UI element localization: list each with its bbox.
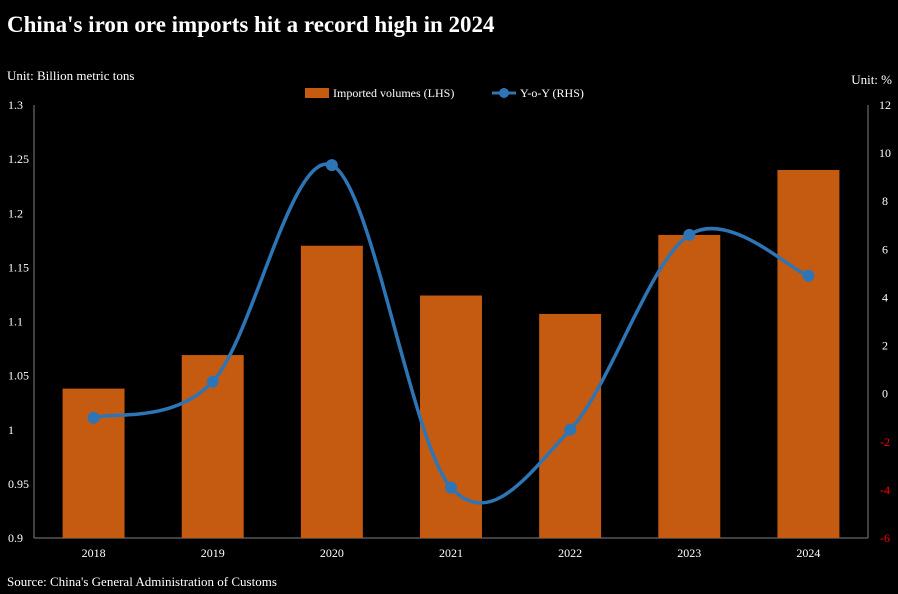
- bar: [658, 234, 721, 538]
- right-tick-label: -4: [880, 483, 890, 497]
- bar: [420, 295, 482, 538]
- left-tick-label: 1.2: [8, 206, 23, 220]
- x-tick-label: 2022: [558, 546, 582, 560]
- yoy-line: [93, 162, 810, 505]
- bar: [62, 388, 125, 538]
- right-tick-label: 10: [879, 146, 891, 160]
- left-axis-unit: Unit: Billion metric tons: [7, 68, 135, 83]
- yoy-point: [206, 375, 219, 388]
- right-tick-label: 0: [882, 387, 888, 401]
- source-note: Source: China's General Administration o…: [7, 574, 277, 589]
- left-tick-label: 0.95: [8, 477, 29, 491]
- right-tick-label: 4: [882, 290, 888, 304]
- yoy-point: [445, 481, 457, 494]
- yoy-point: [802, 269, 815, 282]
- chart-title: China's iron ore imports hit a record hi…: [7, 12, 495, 37]
- yoy-point: [87, 411, 100, 424]
- left-tick-label: 1.15: [8, 260, 29, 274]
- left-tick-label: 1: [8, 423, 14, 437]
- x-tick-label: 2024: [796, 546, 820, 560]
- left-tick-label: 0.9: [8, 531, 23, 545]
- left-tick-label: 1.1: [8, 315, 23, 329]
- right-tick-label: -2: [880, 435, 890, 449]
- x-tick-label: 2023: [677, 546, 701, 560]
- legend-bar-swatch: [305, 88, 329, 98]
- legend-line-label: Y-o-Y (RHS): [520, 86, 584, 100]
- right-tick-label: 2: [882, 339, 888, 353]
- yoy-point: [564, 423, 577, 436]
- right-tick-label: 6: [882, 242, 888, 256]
- left-tick-label: 1.25: [8, 152, 29, 166]
- bar: [300, 245, 363, 538]
- right-tick-label: 12: [879, 98, 891, 112]
- x-tick-label: 2018: [82, 546, 106, 560]
- right-tick-label: -6: [880, 531, 890, 545]
- legend-bar-label: Imported volumes (LHS): [333, 86, 454, 100]
- x-tick-label: 2020: [320, 546, 344, 560]
- right-tick-label: 8: [882, 194, 888, 208]
- left-tick-label: 1.05: [8, 369, 29, 383]
- x-tick-label: 2021: [439, 546, 463, 560]
- yoy-point: [683, 228, 696, 241]
- left-tick-label: 1.3: [8, 98, 23, 112]
- x-tick-label: 2019: [201, 546, 225, 560]
- right-axis-unit: Unit: %: [851, 72, 892, 87]
- bar: [777, 169, 840, 538]
- legend-line-marker: [499, 88, 509, 98]
- yoy-point: [325, 159, 338, 172]
